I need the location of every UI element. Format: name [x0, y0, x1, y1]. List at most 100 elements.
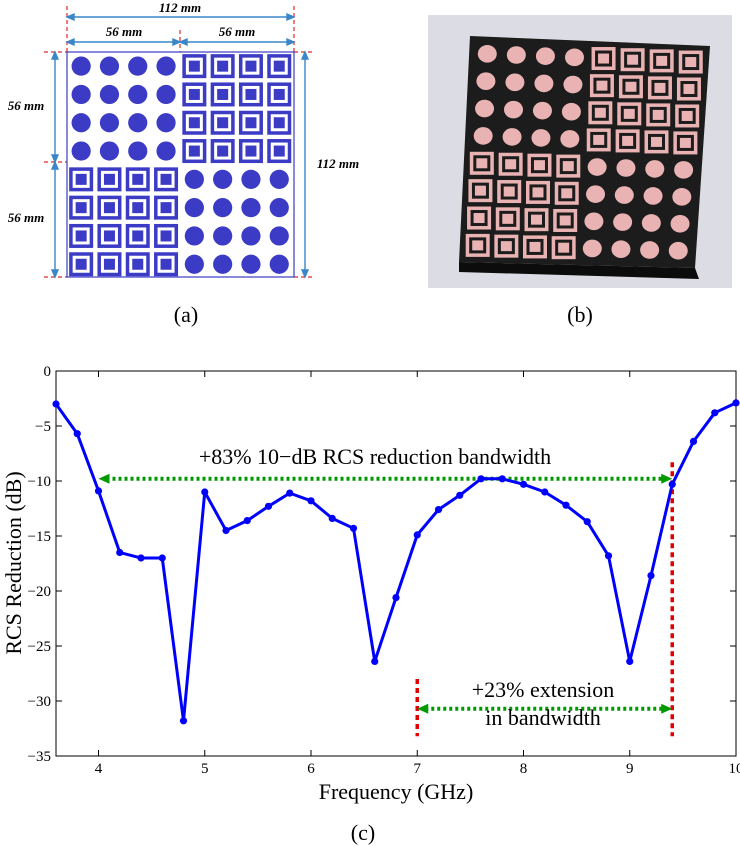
square-inner-patch	[103, 173, 115, 185]
caption-a: (a)	[174, 302, 198, 327]
copper-circle-patch	[640, 241, 660, 259]
data-point	[477, 475, 485, 483]
arrowhead	[50, 154, 60, 164]
data-point	[307, 497, 315, 505]
copper-square-inner	[625, 81, 637, 92]
y-tick-label: 0	[44, 364, 52, 380]
square-inner-patch	[160, 173, 172, 185]
circle-patch	[184, 226, 204, 246]
copper-circle-patch	[531, 129, 551, 147]
arrowhead	[50, 269, 60, 279]
copper-square-inner	[472, 240, 484, 251]
square-inner-patch	[245, 60, 257, 72]
data-point	[456, 491, 464, 499]
square-inner-patch	[273, 88, 285, 100]
arrowhead	[98, 473, 110, 484]
copper-circle-patch	[473, 127, 493, 145]
x-tick-label: 5	[201, 761, 209, 777]
data-point	[179, 717, 188, 725]
arrowhead	[661, 703, 673, 714]
square-inner-patch	[103, 258, 115, 270]
square-inner-patch	[217, 88, 229, 100]
copper-square-inner	[532, 187, 544, 198]
square-inner-patch	[75, 230, 87, 242]
circle-patch	[269, 226, 289, 246]
circle-patch	[213, 254, 233, 274]
circle-patch	[213, 169, 233, 189]
arrowhead	[178, 37, 188, 47]
circle-patch	[71, 84, 91, 105]
square-inner-patch	[160, 258, 172, 270]
data-point	[647, 572, 655, 580]
square-inner-patch	[217, 145, 229, 157]
square-inner-patch	[245, 117, 257, 129]
copper-circle-patch	[560, 130, 580, 148]
label-total-height: 112 mm	[317, 156, 359, 171]
x-axis-label: Frequency (GHz)	[319, 779, 474, 804]
data-point	[519, 480, 528, 488]
copper-circle-patch	[582, 239, 602, 258]
bandwidth-arrows	[98, 473, 673, 714]
data-point	[668, 480, 676, 488]
data-point	[158, 554, 166, 562]
circle-patch	[128, 84, 148, 105]
circle-patch	[241, 198, 261, 218]
copper-circle-patch	[616, 159, 636, 177]
arrowhead	[172, 37, 182, 47]
y-tick-label: −5	[35, 419, 51, 435]
data-point	[243, 517, 251, 525]
copper-square-inner	[656, 55, 668, 66]
arrowhead	[50, 160, 60, 170]
panel-c-chart: 4 5 6 7 8 9 10 0 −5 −10 −15 −20 −25 −30 −35 +83% 10−dB…	[1, 364, 740, 845]
square-inner-patch	[160, 202, 172, 214]
data-point	[711, 409, 719, 417]
square-inner-patch	[217, 117, 229, 129]
copper-circle-patch	[561, 102, 581, 121]
copper-square-inner	[500, 241, 512, 252]
copper-circle-patch	[614, 186, 634, 204]
x-tick-label: 10	[729, 761, 740, 777]
copper-circle-patch	[674, 161, 694, 179]
circle-patch	[184, 169, 204, 189]
copper-circle-patch	[476, 72, 496, 90]
circle-patch	[184, 254, 204, 274]
copper-square-inner	[476, 158, 488, 169]
copper-square-inner	[529, 241, 541, 252]
metasurface-cells	[69, 54, 292, 277]
copper-square-inner	[683, 84, 695, 95]
circle-patch	[156, 113, 176, 133]
data-point	[498, 475, 506, 483]
copper-square-inner	[596, 80, 608, 91]
copper-square-inner	[533, 160, 545, 171]
y-tick-label: −30	[28, 694, 51, 710]
circle-patch	[269, 254, 289, 274]
circle-patch	[128, 113, 148, 133]
data-point	[328, 514, 336, 523]
copper-square-inner	[594, 107, 606, 118]
annotation-extension-line2: in bandwidth	[485, 705, 601, 730]
circle-patch	[156, 56, 176, 76]
vertical-markers	[415, 462, 674, 737]
data-point	[222, 526, 230, 535]
label-total-width: 112 mm	[159, 0, 201, 15]
data-point	[583, 518, 591, 526]
board-edge	[459, 262, 699, 279]
copper-square-inner	[593, 134, 605, 145]
circle-patch	[99, 141, 120, 161]
data-point	[434, 506, 443, 514]
arrowhead	[65, 37, 75, 47]
copper-circle-patch	[668, 241, 688, 260]
copper-square-inner	[651, 136, 663, 147]
data-point	[73, 430, 81, 438]
plot-area	[55, 370, 737, 757]
copper-circle-patch	[534, 74, 554, 93]
panel-a-schematic: 112 mm 56 mm 56 mm 56 mm 56 mm 112 mm (a…	[8, 0, 359, 327]
copper-square-inner	[685, 57, 697, 68]
board	[459, 36, 710, 268]
circle-patch	[213, 226, 233, 246]
square-inner-patch	[188, 60, 200, 72]
data-point	[689, 437, 698, 445]
copper-circle-patch	[535, 47, 555, 65]
circle-patch	[128, 56, 148, 76]
copper-circle-patch	[564, 48, 584, 67]
